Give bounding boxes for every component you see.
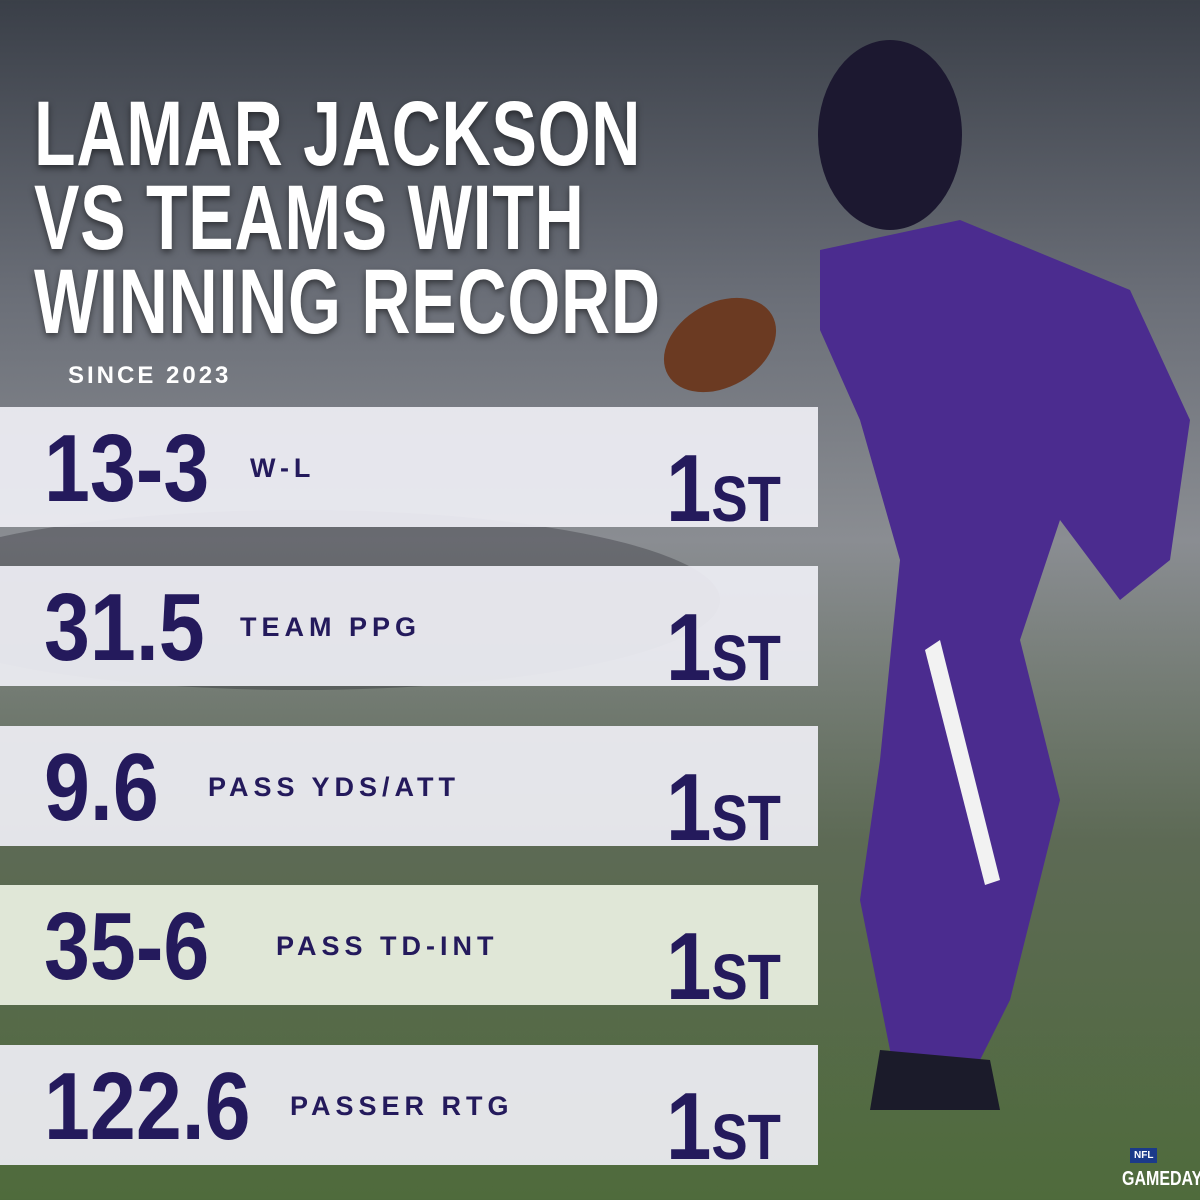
title-line: VS TEAMS WITH: [34, 167, 585, 269]
title-line: LAMAR JACKSON: [34, 83, 642, 185]
stat-label: PASS YDS/ATT: [208, 772, 461, 802]
show-logo: GAMEDAY: [1122, 1168, 1200, 1190]
stat-rank: 1ST: [666, 754, 781, 861]
league-logo: NFL: [1130, 1148, 1158, 1163]
stat-row: 13-3 W-L 1ST: [0, 407, 818, 535]
stat-row: 31.5 TEAM PPG 1ST: [0, 566, 818, 694]
stat-label: TEAM PPG: [240, 612, 422, 642]
stat-value: 31.5: [44, 574, 205, 681]
stat-rank: 1ST: [666, 594, 781, 701]
stat-value: 122.6: [44, 1053, 251, 1160]
stat-label: W-L: [250, 453, 316, 483]
stat-rank: 1ST: [666, 1073, 781, 1180]
stat-row: 9.6 PASS YDS/ATT 1ST: [0, 726, 818, 854]
stat-row: 122.6 PASSER RTG 1ST: [0, 1045, 818, 1173]
stat-value: 35-6: [44, 893, 210, 1000]
subtitle: SINCE 2023: [68, 362, 232, 389]
title-line: WINNING RECORD: [34, 251, 661, 353]
stat-value: 9.6: [44, 734, 159, 841]
player-silhouette: [663, 40, 1190, 1110]
stat-value: 13-3: [44, 415, 210, 522]
stat-rank: 1ST: [666, 435, 781, 542]
stat-label: PASS TD-INT: [276, 931, 499, 961]
stat-row: 35-6 PASS TD-INT 1ST: [0, 885, 818, 1013]
stat-rank: 1ST: [666, 913, 781, 1020]
stat-label: PASSER RTG: [290, 1091, 514, 1121]
